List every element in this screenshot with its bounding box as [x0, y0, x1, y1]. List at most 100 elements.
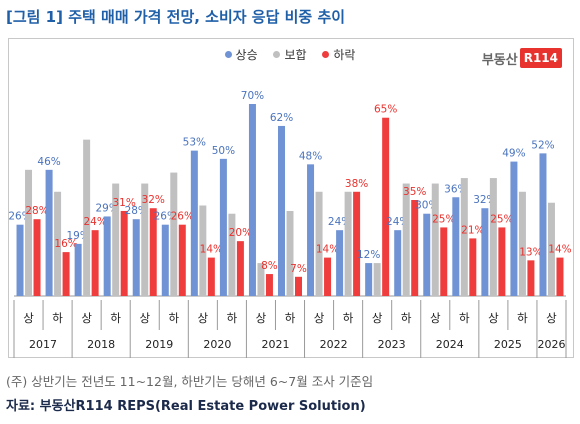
data-label-하락-4: 32%: [142, 194, 165, 206]
bar-상승-15: [452, 197, 460, 296]
bar-하락-6: [207, 257, 215, 296]
bar-chart: 26%28%상46%16%하19%24%상29%31%하28%32%상26%26…: [8, 90, 572, 358]
bar-하락-17: [527, 260, 535, 296]
bar-하락-12: [382, 117, 390, 296]
data-label-하락-11: 38%: [345, 178, 368, 190]
tick-label-9: 하: [285, 311, 296, 325]
bar-상승-14: [423, 213, 431, 296]
bar-보합-16: [489, 178, 497, 296]
bar-하락-14: [440, 227, 448, 296]
bar-보합-2: [83, 139, 91, 296]
bar-상승-3: [103, 216, 111, 296]
bar-상승-6: [190, 150, 198, 296]
data-label-하락-9: 7%: [290, 263, 307, 275]
legend-item-fall: 하락: [322, 46, 355, 63]
data-label-상승-6: 53%: [183, 137, 206, 149]
tick-label-14: 상: [430, 311, 441, 325]
tick-label-11: 하: [343, 311, 354, 325]
bar-하락-16: [498, 227, 506, 296]
year-label-2023: 2023: [378, 338, 406, 351]
year-label-2021: 2021: [261, 338, 289, 351]
bar-상승-17: [510, 161, 518, 296]
bar-상승-9: [278, 125, 285, 296]
legend-swatch-flat: [273, 51, 281, 58]
footnote: (주) 상반기는 전년도 11~12월, 하반기는 당해년 6~7월 조사 기준…: [6, 374, 374, 389]
year-label-2022: 2022: [320, 338, 348, 351]
bar-보합-9: [286, 210, 294, 296]
bar-상승-4: [132, 219, 140, 296]
bar-상승-13: [394, 230, 402, 296]
tick-label-16: 상: [488, 311, 499, 325]
bar-보합-8: [257, 263, 265, 296]
tick-label-5: 하: [168, 311, 179, 325]
legend-swatch-fall: [322, 51, 330, 58]
year-label-2019: 2019: [145, 338, 173, 351]
bar-상승-16: [481, 208, 489, 296]
year-label-2024: 2024: [436, 338, 464, 351]
data-label-하락-18: 14%: [548, 244, 571, 256]
bar-보합-1: [54, 191, 62, 296]
data-label-하락-0: 28%: [25, 205, 48, 217]
bar-상승-1: [45, 169, 53, 296]
bar-보합-11: [344, 191, 352, 296]
tick-label-12: 상: [372, 311, 383, 325]
bar-하락-13: [411, 200, 419, 296]
logo-badge: R114: [519, 48, 562, 68]
bar-상승-2: [74, 243, 82, 296]
bar-상승-18: [539, 153, 547, 296]
data-label-상승-17: 49%: [502, 148, 525, 160]
tick-label-1: 하: [52, 311, 63, 325]
bar-상승-5: [161, 224, 169, 296]
tick-label-8: 상: [256, 311, 267, 325]
bar-보합-0: [25, 169, 33, 296]
year-label-2025: 2025: [494, 338, 522, 351]
bar-하락-1: [62, 252, 70, 296]
logo-text: 부동산: [481, 52, 518, 68]
legend-item-flat: 보합: [273, 46, 307, 63]
data-label-하락-1: 16%: [54, 238, 77, 250]
data-label-하락-7: 20%: [229, 227, 252, 239]
bar-보합-17: [518, 191, 526, 296]
data-label-하락-8: 8%: [261, 260, 278, 272]
bar-하락-2: [91, 230, 99, 296]
tick-label-2: 상: [81, 311, 92, 325]
data-label-상승-12: 12%: [357, 249, 380, 261]
bar-상승-10: [307, 164, 315, 296]
bar-상승-7: [219, 158, 227, 296]
data-label-상승-8: 70%: [241, 90, 264, 102]
tick-label-18: 상: [546, 311, 557, 325]
legend: 상승 보합 하락: [0, 46, 580, 63]
bar-보합-4: [141, 183, 149, 296]
bar-하락-9: [295, 276, 302, 296]
bar-상승-11: [336, 230, 344, 296]
bar-상승-0: [16, 224, 24, 296]
data-label-하락-3: 31%: [113, 197, 136, 209]
bar-보합-13: [402, 183, 410, 296]
data-label-하락-12: 65%: [374, 104, 397, 116]
year-label-2017: 2017: [29, 338, 57, 351]
legend-label-fall: 하락: [333, 48, 356, 62]
bar-하락-7: [236, 241, 244, 296]
data-label-하락-17: 13%: [519, 246, 542, 258]
bar-상승-12: [365, 263, 373, 296]
tick-label-13: 하: [401, 311, 412, 325]
tick-label-0: 상: [23, 311, 34, 325]
data-label-상승-1: 46%: [37, 156, 60, 168]
bar-상승-8: [248, 104, 256, 296]
bar-하락-11: [353, 191, 361, 296]
legend-swatch-rise: [224, 51, 232, 58]
bar-보합-18: [547, 202, 555, 296]
year-label-2018: 2018: [87, 338, 115, 351]
bar-하락-4: [149, 208, 157, 296]
tick-label-7: 하: [227, 311, 238, 325]
chart-title: [그림 1] 주택 매매 가격 전망, 소비자 응답 비중 추이: [6, 8, 346, 26]
tick-label-6: 상: [198, 311, 209, 325]
data-label-하락-13: 35%: [403, 186, 426, 198]
bar-보합-7: [228, 213, 236, 296]
bar-하락-8: [265, 274, 273, 296]
bar-보합-12: [373, 263, 381, 296]
bar-보합-5: [170, 172, 178, 296]
legend-item-rise: 상승: [224, 46, 258, 63]
bar-보합-15: [460, 178, 468, 296]
data-label-상승-10: 48%: [299, 150, 322, 162]
